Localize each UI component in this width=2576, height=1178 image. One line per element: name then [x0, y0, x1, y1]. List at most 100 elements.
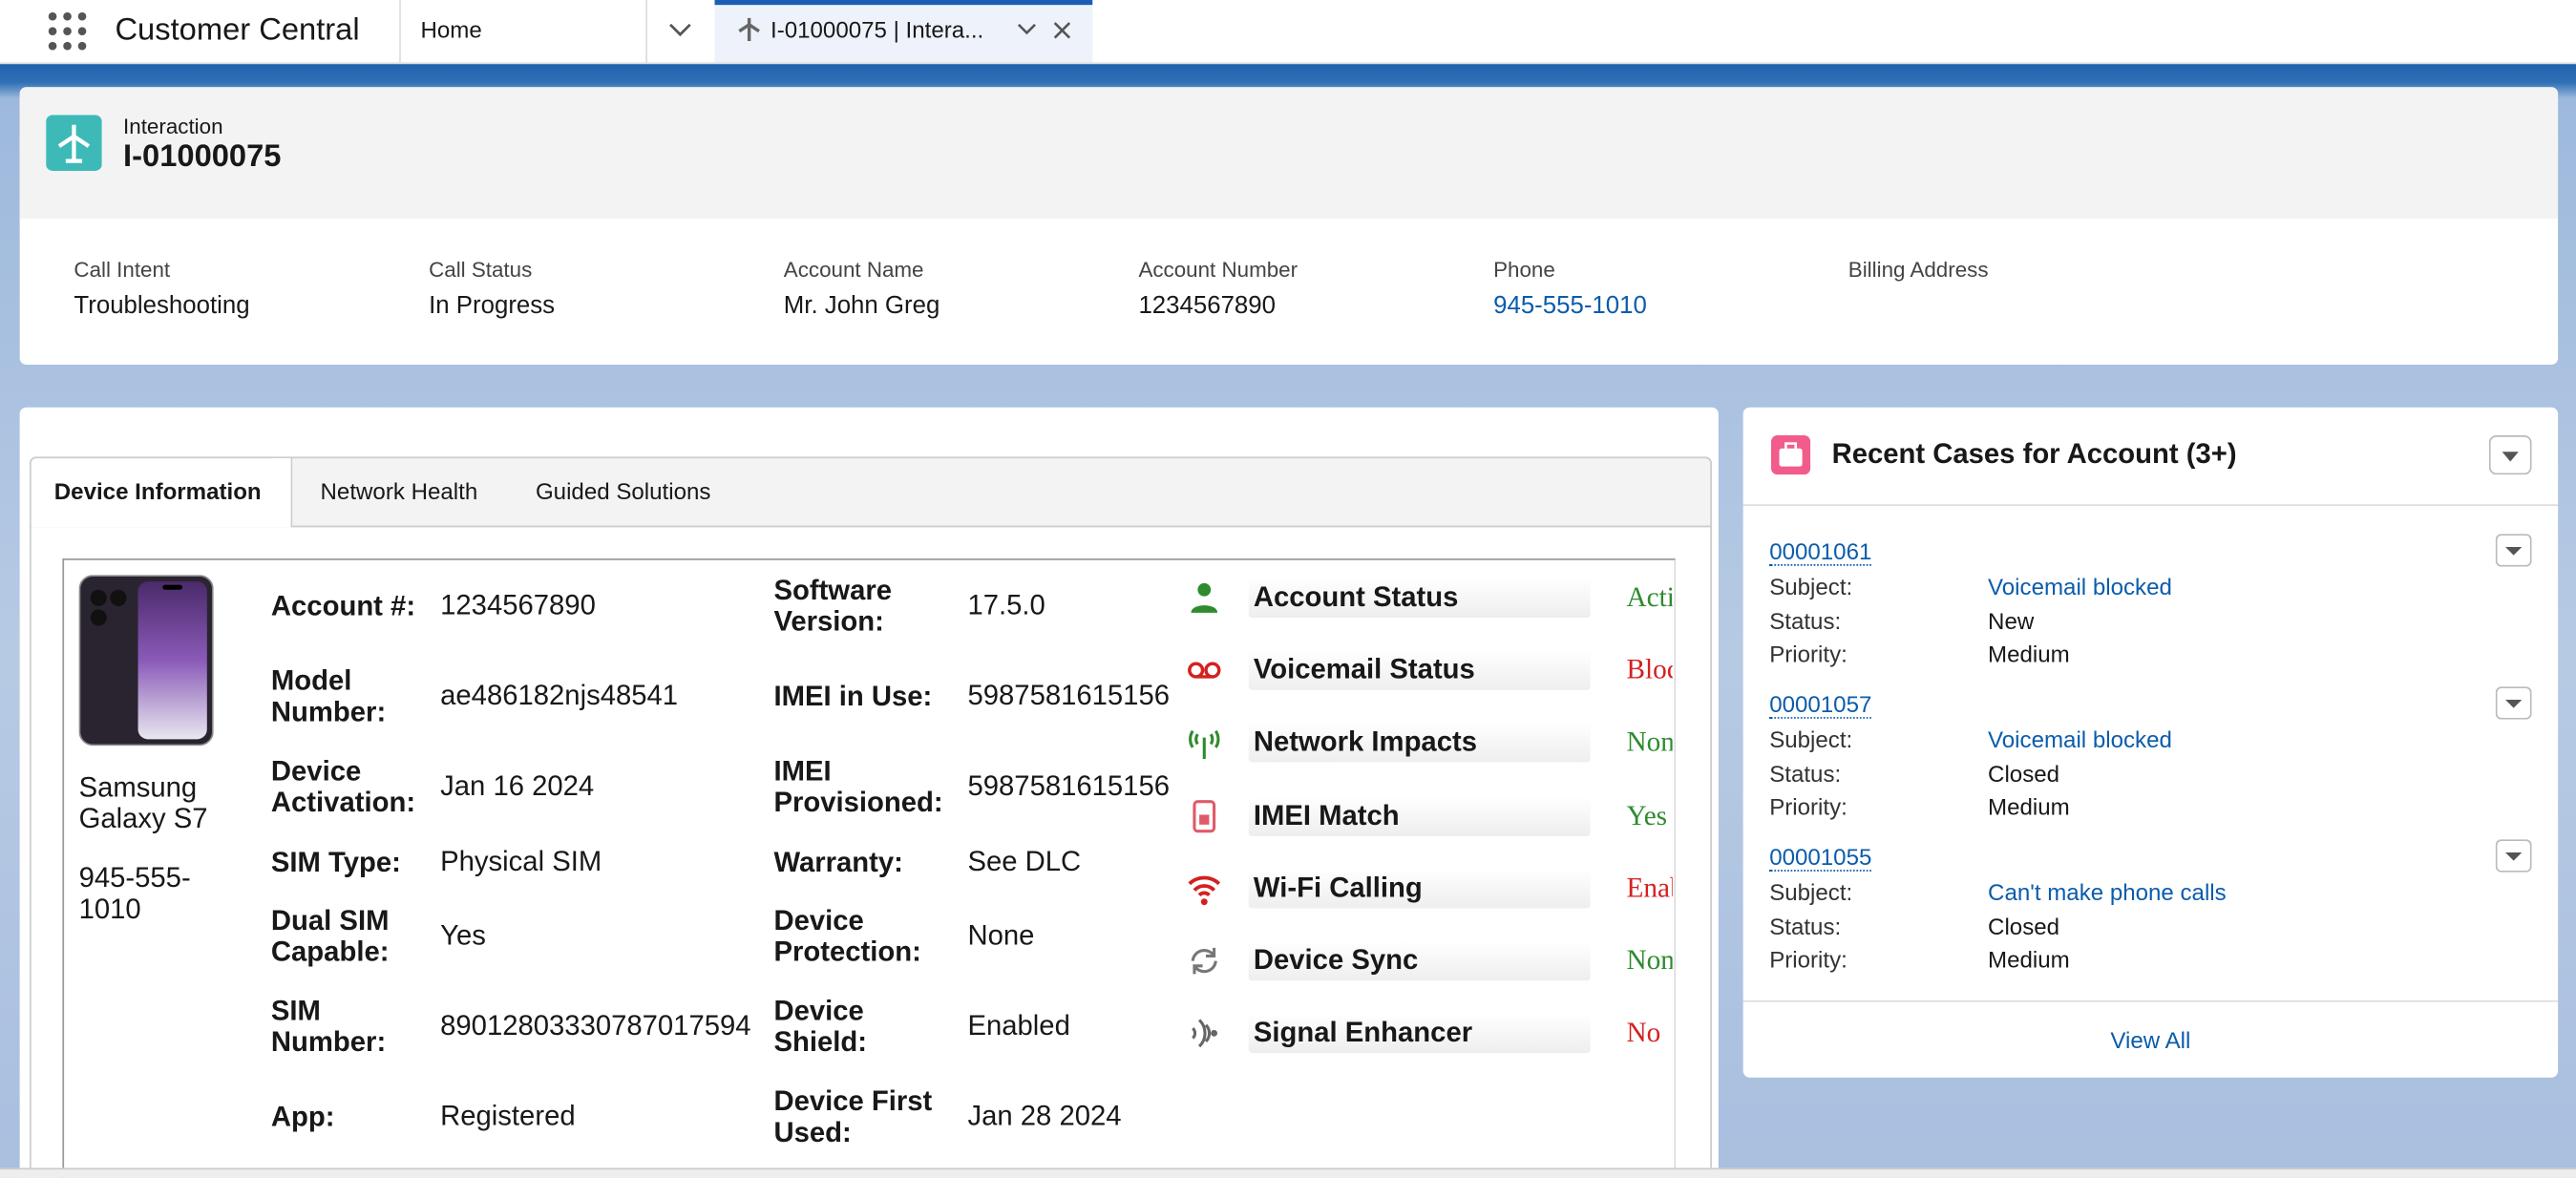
case-priority: Medium	[1988, 641, 2070, 667]
case-priority: Medium	[1988, 793, 2070, 820]
top-bar: Customer Central Home I-01000075 | Inter…	[0, 0, 2576, 65]
field-label: Call Intent	[74, 257, 171, 283]
device-value: 89012803330787017594	[440, 1010, 751, 1041]
device-value: Registered	[440, 1100, 576, 1132]
app-launcher[interactable]	[48, 11, 87, 51]
status-icon	[1189, 730, 1220, 760]
case-priority: Medium	[1988, 946, 2070, 973]
case-subject[interactable]: Voicemail blocked	[1988, 573, 2172, 600]
status-label: Account Status	[1253, 581, 1459, 613]
cases-menu[interactable]	[2488, 434, 2532, 475]
case-number[interactable]: 00001057	[1769, 690, 1872, 719]
view-all[interactable]: View All	[2110, 1026, 2191, 1053]
cases-card: Recent Cases for Account (3+) 00001061 Su…	[1742, 407, 2559, 1078]
device-image	[78, 575, 214, 747]
case-menu[interactable]	[2495, 839, 2532, 873]
status-value: None	[1626, 944, 1672, 977]
case-label: Status:	[1769, 912, 1842, 939]
status-value: None	[1626, 726, 1672, 758]
status-value: Enabled	[1626, 872, 1672, 904]
device-label: Warranty:	[773, 847, 903, 878]
record-icon	[46, 115, 102, 171]
field-label: Call Status	[429, 257, 533, 283]
device-label: IMEI in Use:	[773, 681, 933, 712]
device-label: Software Version:	[773, 575, 892, 638]
device-value: See DLC	[967, 846, 1082, 877]
status-box	[1248, 868, 1591, 909]
cases-title: Recent Cases for Account (3+)	[1831, 438, 2237, 471]
status-box	[1248, 650, 1591, 691]
status-box	[1248, 795, 1591, 836]
tab-menu[interactable]	[1017, 23, 1037, 37]
device-label: SIM Number:	[270, 995, 387, 1059]
header-card: Interaction I-01000075 Call Intent Troubl…	[19, 87, 2559, 365]
status-box	[1248, 940, 1591, 981]
status-box	[1248, 723, 1591, 764]
device-value: Enabled	[967, 1010, 1070, 1041]
status-icon	[1191, 947, 1217, 975]
status-icon	[1188, 662, 1221, 679]
tab[interactable]: I-01000075 | Intera...	[771, 16, 984, 43]
device-value: ae486182njs48541	[440, 680, 679, 712]
case-label: Subject:	[1769, 878, 1853, 906]
field-label: Phone	[1493, 257, 1555, 283]
device-card: Device Information Network Health Guided…	[19, 407, 1719, 1178]
device-value: 5987581615156	[967, 680, 1171, 712]
device-value: None	[967, 919, 1035, 952]
device-value: 5987581615156	[967, 770, 1171, 802]
status-value: Blocked	[1626, 654, 1672, 685]
device-label: Device Shield:	[773, 995, 867, 1059]
status-icon	[1191, 582, 1218, 613]
device-label: SIM Type:	[270, 847, 401, 878]
case-label: Status:	[1769, 606, 1842, 634]
case-status: Closed	[1988, 912, 2060, 939]
tab-bar	[29, 456, 1712, 528]
case-subject[interactable]: Voicemail blocked	[1988, 726, 2172, 753]
cases-icon	[1770, 434, 1811, 475]
field-value: 1234567890	[1138, 291, 1277, 320]
device-panel	[62, 558, 1677, 1178]
case-menu[interactable]	[2495, 686, 2532, 720]
status-value: Active	[1626, 581, 1672, 613]
device-value: Yes	[440, 919, 486, 952]
case-menu[interactable]	[2495, 534, 2532, 567]
status-label: Network Impacts	[1253, 726, 1477, 758]
case-label: Subject:	[1769, 726, 1853, 753]
field-label: Account Number	[1138, 257, 1299, 283]
field-value: In Progress	[429, 291, 556, 320]
tab-menu[interactable]	[668, 21, 691, 37]
sub-tab[interactable]: Network Health	[320, 477, 478, 505]
device-name: Samsung Galaxy S7	[78, 771, 208, 835]
case-subject[interactable]: Can't make phone calls	[1988, 878, 2227, 906]
field-label: Account Name	[783, 257, 924, 283]
device-label: Device First Used:	[773, 1085, 933, 1148]
status-label: Voicemail Status	[1253, 654, 1475, 685]
field-value[interactable]: 945-555-1010	[1493, 291, 1647, 320]
device-value: Jan 16 2024	[440, 770, 595, 802]
device-label: App:	[270, 1101, 335, 1133]
device-value: 17.5.0	[967, 589, 1045, 621]
sub-tab[interactable]: Device Information	[53, 477, 262, 505]
case-label: Priority:	[1769, 793, 1848, 820]
field-label: Billing Address	[1848, 257, 1989, 283]
status-icon	[1193, 799, 1216, 832]
status-label: IMEI Match	[1253, 799, 1400, 831]
status-label: Signal Enhancer	[1253, 1017, 1473, 1049]
case-label: Priority:	[1769, 641, 1848, 667]
status-value: Yes	[1626, 799, 1668, 831]
field-value: Mr. John Greg	[783, 291, 940, 320]
device-phone: 945-555-1010	[78, 862, 191, 925]
tab[interactable]: Home	[420, 16, 482, 43]
device-value: 1234567890	[440, 589, 596, 621]
sub-tab[interactable]: Guided Solutions	[535, 477, 711, 505]
case-number[interactable]: 00001061	[1769, 537, 1872, 566]
case-number[interactable]: 00001055	[1769, 843, 1872, 872]
device-value: Physical SIM	[440, 846, 602, 877]
field-value: Troubleshooting	[74, 291, 250, 320]
tab-icon	[738, 17, 760, 42]
device-label: Account #:	[270, 590, 416, 622]
tab-close[interactable]	[1053, 21, 1071, 39]
status-box	[1248, 578, 1591, 618]
